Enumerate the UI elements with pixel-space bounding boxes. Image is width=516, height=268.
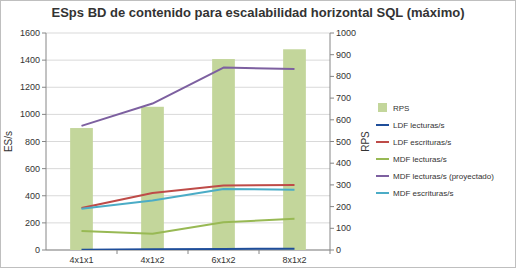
y2-tick — [330, 206, 334, 207]
x-tick — [259, 250, 260, 254]
y-tick — [42, 60, 46, 61]
y-tick-label: 800 — [25, 137, 40, 147]
y2-tick — [330, 33, 334, 34]
y2-tick-label: 600 — [336, 115, 351, 125]
y-tick — [42, 33, 46, 34]
y-tick — [42, 114, 46, 115]
y2-tick-label: 200 — [336, 202, 351, 212]
y2-tick-label: 300 — [336, 180, 351, 190]
y-tick-label: 0 — [35, 245, 40, 255]
y-axis — [46, 33, 47, 250]
legend-label: LDF lecturas/s — [393, 121, 445, 130]
chart-frame — [1, 1, 516, 268]
legend-swatch — [376, 192, 389, 194]
y-tick-label: 200 — [25, 218, 40, 228]
line — [82, 189, 295, 209]
legend-swatch — [376, 158, 389, 160]
y2-tick — [330, 76, 334, 77]
y-tick-label: 1600 — [20, 28, 40, 38]
line — [82, 249, 295, 250]
y-tick — [42, 250, 46, 251]
x-tick — [330, 250, 331, 254]
y2-tick — [330, 184, 334, 185]
y2-tick-label: 100 — [336, 223, 351, 233]
y2-tick — [330, 163, 334, 164]
legend-swatch — [376, 141, 389, 143]
legend-label: MDF lecturas/s — [393, 155, 447, 164]
y2-tick — [330, 141, 334, 142]
y-tick — [42, 168, 46, 169]
chart: ESps BD de contenido para escalabilidad … — [0, 0, 516, 268]
y-tick-label: 1400 — [20, 55, 40, 65]
grid-line — [46, 33, 330, 34]
legend-label: LDF escrituras/s — [393, 138, 451, 147]
y-tick-label: 1000 — [20, 109, 40, 119]
legend-swatch — [378, 103, 387, 112]
legend-swatch — [376, 175, 389, 177]
y2-tick-label: 400 — [336, 158, 351, 168]
x-tick-label: 4x1x2 — [140, 255, 164, 265]
x-tick-label: 6x1x2 — [211, 255, 235, 265]
y-tick-label: 600 — [25, 164, 40, 174]
y-tick — [42, 195, 46, 196]
chart-title: ESps BD de contenido para escalabilidad … — [52, 5, 465, 20]
y2-tick-label: 1000 — [336, 28, 356, 38]
y-tick — [42, 222, 46, 223]
y2-tick — [330, 98, 334, 99]
y2-tick-label: 700 — [336, 93, 351, 103]
x-tick-label: 4x1x1 — [69, 255, 93, 265]
legend-swatch — [376, 124, 389, 126]
line — [82, 185, 295, 208]
legend-label: MDF escrituras/s — [393, 189, 453, 198]
y2-axis — [330, 33, 331, 250]
y2-tick — [330, 54, 334, 55]
y2-tick — [330, 228, 334, 229]
x-tick-label: 8x1x2 — [282, 255, 306, 265]
bar — [141, 107, 164, 250]
legend-label: RPS — [393, 104, 409, 113]
y2-tick-label: 500 — [336, 137, 351, 147]
legend-label: MDF lecturas/s (proyectado) — [393, 172, 494, 181]
line — [82, 219, 295, 234]
y-axis-label: ES/s — [3, 131, 14, 152]
y2-tick-label: 0 — [336, 245, 341, 255]
y-tick — [42, 141, 46, 142]
y2-axis-label: RPS — [360, 131, 371, 152]
y-tick-label: 1200 — [20, 82, 40, 92]
y2-tick-label: 900 — [336, 50, 351, 60]
y-tick — [42, 87, 46, 88]
y-tick-label: 400 — [25, 191, 40, 201]
x-tick — [117, 250, 118, 254]
y2-tick — [330, 119, 334, 120]
y2-tick — [330, 250, 334, 251]
marks — [70, 49, 306, 250]
y2-tick-label: 800 — [336, 71, 351, 81]
x-tick — [188, 250, 189, 254]
line — [82, 68, 295, 126]
